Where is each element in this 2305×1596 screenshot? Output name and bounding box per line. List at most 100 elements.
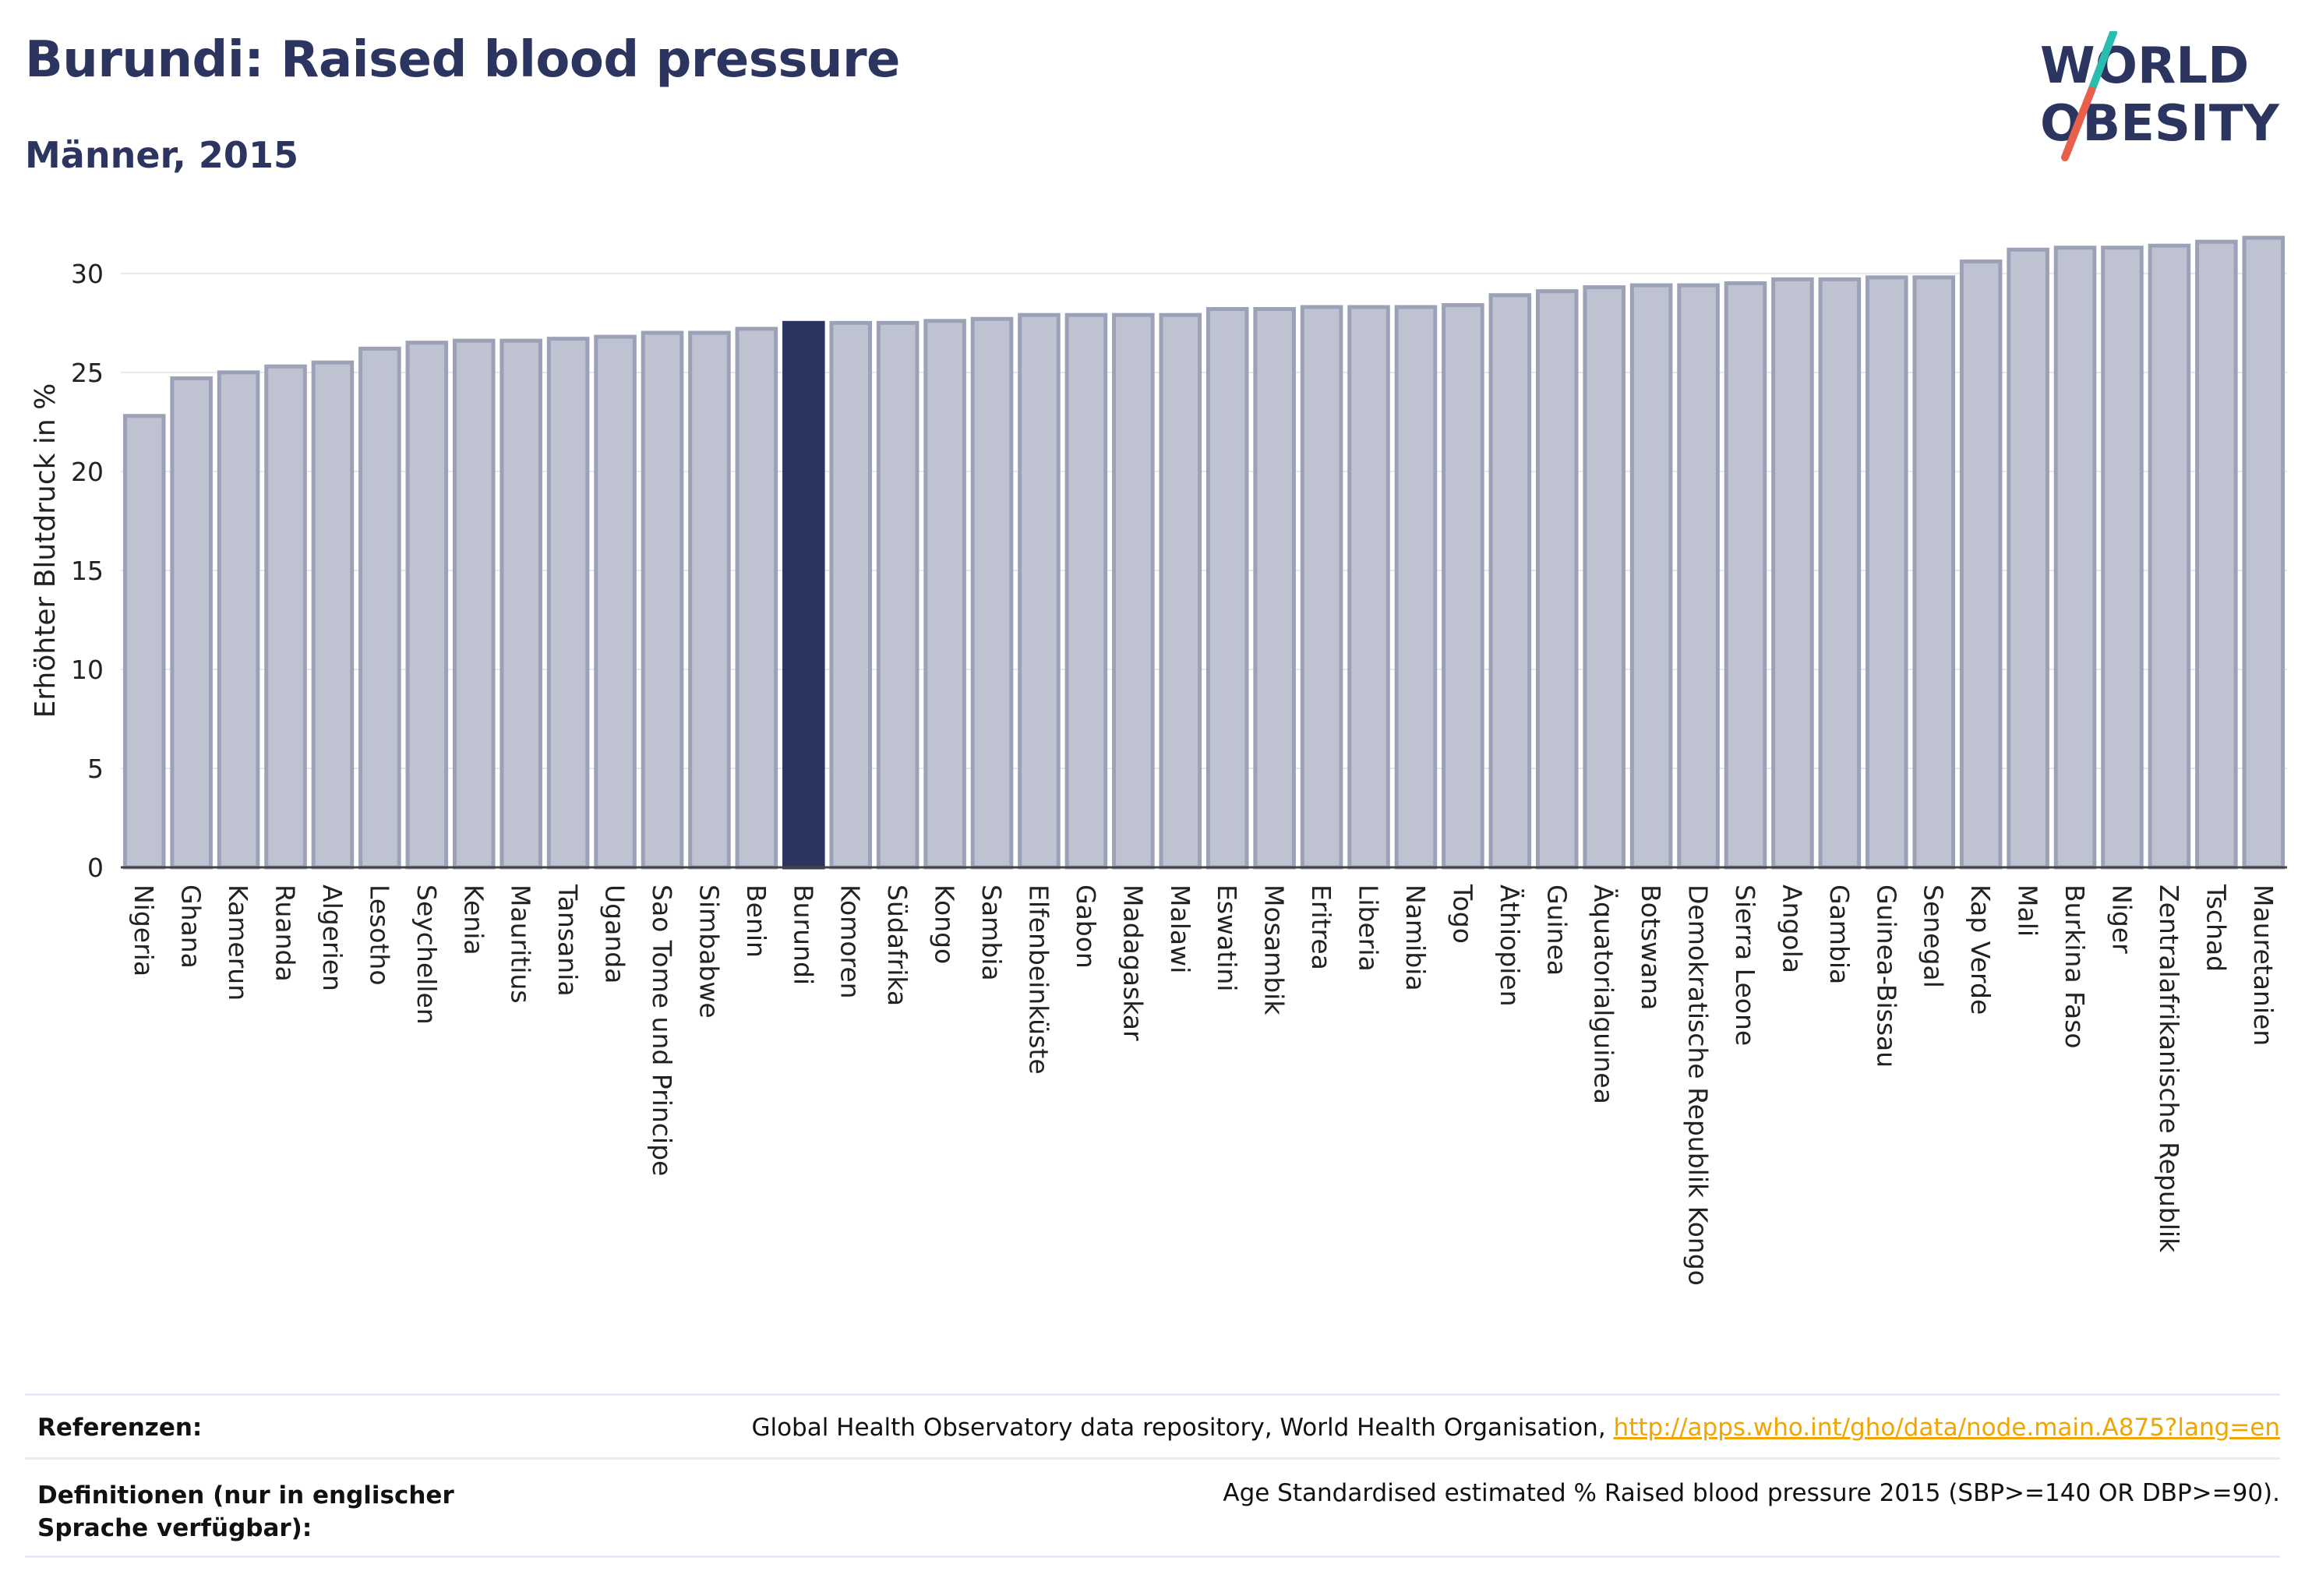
bar: [1018, 312, 1061, 870]
bars: [121, 235, 2287, 870]
x-category-label: Algerien: [317, 885, 348, 991]
x-category-label: Madagaskar: [1117, 885, 1148, 1041]
bar: [1866, 275, 1908, 870]
footer-divider: [25, 1393, 2280, 1396]
bar-chart: 0 5 10 15 20 25 30 Nigeria Ghana Kamerun Ruanda Al…: [30, 235, 2287, 1286]
x-category-label: Sierra Leone: [1730, 885, 1760, 1046]
bar: [1112, 312, 1155, 870]
logo-slash-bottom: [2061, 87, 2095, 161]
x-category-label: Ruanda: [270, 885, 301, 982]
x-category-label: Kongo: [930, 885, 960, 964]
x-category-label: Elfenbeinküste: [1023, 885, 1054, 1075]
y-tick-label: 15: [71, 556, 104, 586]
definitions-row: Definitionen (nur in englischer Sprache …: [25, 1479, 2280, 1549]
bar: [217, 370, 260, 870]
x-category-label: Liberia: [1354, 885, 1384, 972]
x-category-label: Burundi: [788, 885, 818, 985]
x-category-label: Äquatorialguinea: [1589, 885, 1619, 1104]
bar: [1724, 281, 1767, 870]
chart-subtitle: Männer, 2015: [25, 134, 298, 176]
x-category-label: Senegal: [1918, 885, 1949, 988]
bar: [1818, 277, 1862, 870]
bar: [2101, 245, 2144, 870]
x-category-label: Uganda: [600, 885, 630, 983]
x-category-label: Togo: [1447, 884, 1477, 944]
x-category-label: Botswana: [1636, 885, 1666, 1010]
bar: [311, 360, 355, 870]
x-category-label: Eritrea: [1306, 885, 1336, 970]
x-axis-labels: Nigeria Ghana Kamerun Ruanda Algerien Lesotho…: [129, 884, 2279, 1286]
x-category-label: Lesotho: [364, 885, 394, 986]
x-category-label: Demokratische Republik Kongo: [1683, 885, 1714, 1286]
references-value: Global Health Observatory data repositor…: [751, 1414, 2280, 1442]
bar: [1912, 275, 1956, 870]
bar: [1159, 312, 1202, 870]
references-label: Referenzen:: [37, 1414, 203, 1442]
bar: [499, 338, 542, 870]
bar: [970, 316, 1014, 870]
definitions-label: Definitionen (nur in englischer Sprache …: [37, 1481, 454, 1542]
footer-divider: [25, 1457, 2280, 1460]
bar: [735, 327, 778, 870]
bar: [876, 320, 920, 870]
x-category-label: Komoren: [835, 885, 866, 999]
x-category-label: Benin: [741, 885, 771, 958]
x-category-label: Zentralafrikanische Republik: [2154, 885, 2184, 1253]
x-category-label: Kap Verde: [1965, 885, 1996, 1015]
bar: [1300, 305, 1343, 870]
x-category-label: Mali: [2013, 885, 2043, 937]
x-category-label: Mauritius: [506, 885, 536, 1004]
bar: [594, 334, 637, 870]
bar: [358, 346, 401, 870]
y-tick-label: 20: [71, 457, 104, 487]
x-category-label: Guinea: [1541, 885, 1572, 976]
bar: [1064, 312, 1108, 870]
references-text: Global Health Observatory data repositor…: [751, 1414, 1614, 1442]
footer-divider: [25, 1555, 2280, 1558]
x-category-label: Mauretanien: [2248, 885, 2279, 1046]
x-category-label: Simbabwe: [694, 885, 724, 1019]
y-axis-label: Erhöhter Blutdruck in %: [30, 383, 62, 719]
bar: [1253, 307, 1296, 870]
y-tick-label: 25: [71, 358, 104, 388]
bar: [170, 376, 213, 870]
x-category-label: Mosambik: [1259, 885, 1290, 1015]
references-link[interactable]: http://apps.who.int/gho/data/node.main.A…: [1613, 1414, 2280, 1442]
bar: [1677, 283, 1720, 870]
x-category-label: Angola: [1777, 885, 1807, 973]
bar: [641, 330, 684, 870]
x-category-label: Gambia: [1824, 885, 1855, 984]
x-category-label: Eswatini: [1212, 885, 1242, 991]
logo-line1: WORLD: [2040, 37, 2249, 95]
bar: [264, 364, 307, 870]
bar: [1771, 277, 1814, 870]
x-category-label: Burkina Faso: [2060, 885, 2090, 1049]
x-category-label: Gabon: [1071, 885, 1101, 969]
bar: [829, 320, 873, 870]
bar: [1583, 285, 1626, 870]
bar: [1394, 305, 1438, 870]
bar: [1535, 289, 1579, 870]
bar: [1442, 302, 1484, 870]
x-category-label: Sao Tome und Principe: [647, 885, 677, 1176]
x-category-label: Namibia: [1400, 885, 1431, 991]
x-category-label: Tschad: [2201, 884, 2231, 972]
y-axis-ticks: 0 5 10 15 20 25 30: [71, 259, 104, 883]
bar: [1347, 305, 1390, 870]
logo-slash-top: [2088, 31, 2117, 94]
bar: [546, 337, 590, 870]
y-tick-label: 30: [71, 259, 104, 289]
bar: [1629, 283, 1673, 870]
x-category-label: Malawi: [1165, 885, 1195, 973]
bar: [1205, 307, 1249, 870]
x-category-label: Ghana: [176, 885, 206, 969]
x-category-label: Äthiopien: [1495, 885, 1525, 1007]
bar: [122, 414, 166, 870]
x-category-label: Guinea-Bissau: [1871, 885, 1901, 1068]
bar: [2242, 235, 2286, 870]
chart-title: Burundi: Raised blood pressure: [25, 31, 900, 89]
bar: [2195, 239, 2238, 870]
bar: [405, 341, 449, 870]
bar: [1959, 260, 2003, 870]
x-category-label: Tansania: [552, 884, 583, 997]
